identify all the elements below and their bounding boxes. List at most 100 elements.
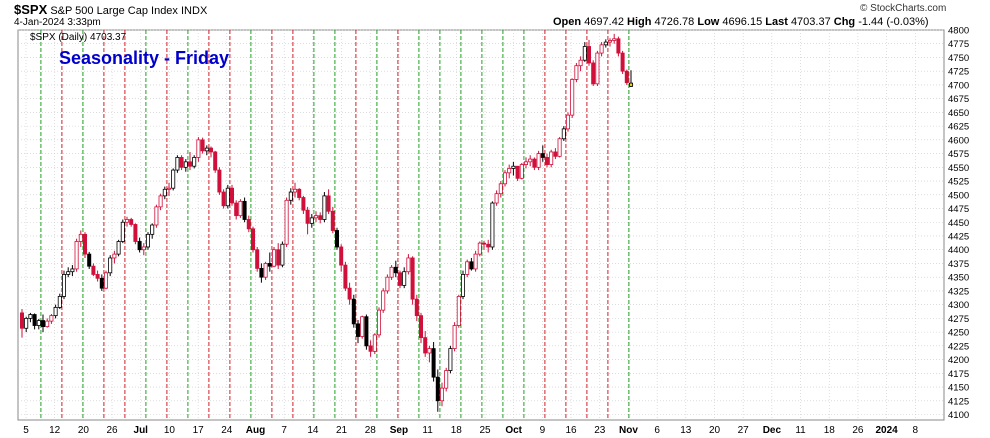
candle-body [242, 200, 247, 220]
candle-body [200, 139, 205, 152]
chg-value: -1.44 (-0.03%) [858, 16, 929, 28]
x-tick-label: 16 [566, 425, 578, 436]
x-tick-label: 24 [221, 425, 233, 436]
plot-frame [17, 29, 945, 421]
candle-body [179, 157, 184, 168]
y-tick-label: 4625 [948, 122, 969, 133]
y-tick-label: 4550 [948, 163, 969, 174]
candle-body [83, 233, 88, 255]
x-tick-label: Jul [134, 425, 149, 436]
y-tick-label: 4375 [948, 259, 969, 270]
candle-body [36, 320, 41, 326]
candle-body [192, 157, 197, 167]
candle-body [19, 312, 24, 329]
open-label: Open [553, 16, 582, 28]
y-tick-label: 4525 [948, 177, 969, 188]
x-tick-label: 26 [107, 425, 119, 436]
candle-body [385, 276, 390, 292]
index-name: S&P 500 Large Cap Index [50, 5, 178, 17]
candle-body [217, 169, 222, 193]
candle-body [477, 242, 482, 255]
x-tick-label: 26 [852, 425, 864, 436]
candle-body [318, 215, 323, 220]
candle-body [62, 274, 67, 297]
y-tick-label: 4600 [948, 135, 969, 146]
high-value: 4726.78 [654, 16, 695, 28]
candle-body [528, 158, 533, 163]
y-tick-label: 4400 [948, 245, 969, 256]
candle-body [465, 261, 470, 275]
candle-body [297, 188, 302, 198]
candle-body [498, 183, 503, 195]
candle-body [582, 46, 587, 61]
candle-body [490, 202, 495, 248]
candle-body [473, 253, 478, 270]
candle-body [108, 257, 113, 274]
candle-body [104, 272, 109, 289]
x-tick-label: Sep [390, 425, 408, 436]
x-tick-label: 25 [479, 425, 491, 436]
y-tick-label: 4200 [948, 355, 969, 366]
last-label: Last [765, 16, 788, 28]
candle-body [137, 241, 142, 251]
candle-body [368, 345, 373, 352]
x-tick-label: 8 [913, 425, 919, 436]
candle-body [629, 82, 634, 87]
y-tick-label: 4675 [948, 94, 969, 105]
candle-body [166, 187, 171, 190]
candle-body [570, 79, 575, 116]
candle-body [545, 157, 550, 165]
candle-body [507, 168, 512, 174]
low-label: Low [697, 16, 720, 28]
candle-body [410, 257, 415, 300]
x-tick-label: 6 [654, 425, 660, 436]
candle-body [301, 197, 306, 211]
candle-body [515, 165, 520, 179]
y-axis-labels: 4100 4125 4150 4175 4200 4225 4250 4275 4300 4325… [948, 26, 969, 422]
candle-body [460, 274, 465, 297]
candle-body [32, 314, 37, 326]
candle-body [91, 265, 96, 275]
candle-body [57, 296, 62, 308]
y-tick-label: 4700 [948, 80, 969, 91]
candle-body [376, 309, 381, 336]
candle-body [439, 387, 444, 402]
candle-body [183, 161, 188, 168]
x-tick-label: 11 [422, 425, 433, 436]
y-tick-label: 4800 [948, 26, 969, 37]
candle-body [355, 323, 360, 337]
candle-body [612, 38, 617, 41]
candle-body [326, 195, 331, 212]
y-tick-label: 4125 [948, 396, 969, 407]
last-value: 4703.37 [790, 16, 831, 28]
exchange: INDX [181, 5, 208, 17]
seasonality-lines [40, 30, 630, 420]
y-tick-label: 4775 [948, 39, 969, 50]
candle-body [389, 266, 394, 278]
candle-body [452, 325, 457, 349]
candle-body [469, 261, 474, 270]
candle-body [112, 253, 117, 259]
candle-body [24, 317, 29, 329]
x-tick-label: 17 [193, 425, 205, 436]
y-tick-label: 4725 [948, 67, 969, 78]
candle-body [221, 191, 226, 207]
candle-body [187, 161, 192, 167]
candle-body [435, 376, 440, 402]
candle-body [229, 187, 234, 204]
candle-body [133, 224, 138, 242]
x-tick-label: 23 [594, 425, 606, 436]
x-tick-label: 28 [365, 425, 377, 436]
x-axis-labels: 5 12 20 26 Jul 10 17 24 Aug 7 14 21 28 Sep 11 18 25 Oct 9 1… [23, 425, 918, 436]
y-tick-label: 4425 [948, 231, 969, 242]
candle-body [616, 38, 621, 54]
candle-body [208, 147, 213, 153]
x-tick-label: 20 [78, 425, 90, 436]
candle-body [519, 164, 524, 179]
candle-body [603, 41, 608, 46]
candle-body [364, 316, 369, 347]
candle-body [150, 224, 155, 235]
y-tick-label: 4475 [948, 204, 969, 215]
y-tick-label: 4275 [948, 314, 969, 325]
x-tick-label: 18 [451, 425, 463, 436]
